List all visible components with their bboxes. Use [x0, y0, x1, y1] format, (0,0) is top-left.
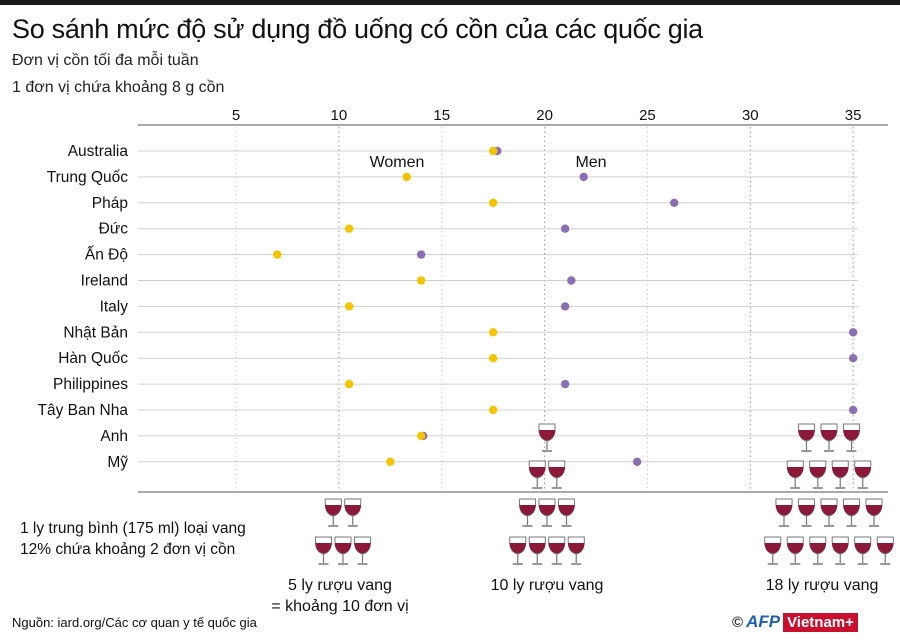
wine-glass-icon	[854, 460, 872, 489]
wine-label-5: 5 ly rượu vang = khoảng 10 đơn vị	[240, 575, 440, 617]
x-tick-label: 5	[232, 107, 240, 124]
women-dot	[488, 405, 498, 415]
subtitle-1: Đơn vị cồn tối đa mỗi tuần	[12, 52, 199, 69]
wine-glass-icon	[865, 498, 883, 527]
wine-label-5-line1: 5 ly rượu vang	[288, 577, 392, 594]
wine-glass-icon	[775, 498, 793, 527]
country-label: Ấn Độ	[85, 247, 128, 264]
wine-glass-icon	[528, 536, 546, 565]
wine-glass-icon	[518, 498, 537, 527]
men-dot	[669, 198, 679, 207]
country-label: Mỹ	[107, 454, 128, 471]
x-tick-label: 15	[433, 107, 450, 124]
men-dot	[567, 276, 576, 285]
wine-glass-icon	[797, 423, 816, 452]
source-text: Nguồn: iard.org/Các cơ quan y tế quốc gi…	[12, 615, 257, 630]
wine-glass-icon	[786, 460, 804, 489]
women-dot	[402, 172, 411, 182]
men-dot	[560, 224, 570, 233]
country-label: Tây Ban Nha	[38, 402, 129, 419]
wine-glass-icon	[557, 498, 576, 527]
wine-glass-icon	[334, 536, 352, 565]
copyright-symbol: ©	[732, 613, 744, 631]
country-label: Hàn Quốc	[58, 350, 128, 367]
wine-glass-icon	[876, 536, 894, 565]
x-tick-label: 20	[536, 107, 553, 124]
wine-glass-icon	[842, 498, 861, 527]
women-dot	[488, 328, 498, 337]
wine-glass-icon	[820, 423, 838, 452]
wine-glass-icon	[353, 536, 372, 565]
men-dot	[560, 302, 570, 311]
afp-logo: AFP	[746, 612, 781, 631]
women-dot	[386, 457, 395, 466]
women-dot	[488, 354, 498, 363]
x-tick-label: 25	[639, 107, 656, 124]
country-label: Ireland	[81, 273, 128, 290]
vietnamplus-logo: Vietnam+	[783, 612, 858, 632]
wine-glass-icon	[764, 536, 782, 565]
wine-glass-icon	[809, 536, 827, 565]
men-dot	[848, 328, 858, 337]
country-label: Australia	[68, 143, 129, 160]
men-dot	[848, 354, 858, 363]
wine-glass-icon	[344, 498, 362, 527]
wine-glass-icon	[854, 536, 872, 565]
wine-glass-icon	[842, 423, 861, 452]
women-dot	[488, 146, 498, 156]
country-label: Anh	[100, 428, 128, 445]
wine-glass-icon	[820, 498, 838, 527]
wine-glass-icon	[324, 498, 342, 527]
country-label: Pháp	[92, 195, 128, 212]
men-dot	[416, 250, 426, 259]
wine-label-5-line2: = khoảng 10 đơn vị	[271, 598, 409, 615]
wine-glass-icon	[538, 498, 556, 527]
x-tick-label: 35	[845, 107, 862, 124]
wine-glass-icon	[548, 536, 566, 565]
country-label: Italy	[100, 298, 129, 315]
men-dot	[632, 457, 642, 466]
women-dot	[272, 250, 282, 259]
wine-glass-icon	[548, 460, 566, 489]
women-dot	[488, 198, 498, 207]
wine-glass-icon	[809, 460, 827, 489]
women-dot	[344, 379, 354, 389]
legend-men: Men	[575, 154, 606, 171]
country-label: Philippines	[53, 376, 128, 393]
x-tick-label: 10	[331, 107, 348, 124]
wine-glass-icon	[797, 498, 816, 527]
women-dot	[416, 276, 426, 285]
women-dot	[344, 302, 354, 311]
logo: © AFP Vietnam+	[732, 612, 858, 632]
country-label: Đức	[99, 221, 129, 238]
men-dot	[560, 379, 570, 389]
men-dot	[848, 405, 858, 415]
top-bar	[0, 0, 900, 5]
wine-label-18: 18 ly rượu vang	[765, 577, 879, 594]
wine-note: 1 ly trung bình (175 ml) loại vang 12% c…	[20, 520, 246, 558]
wine-glass-icon	[831, 460, 849, 489]
wine-glass-icon	[567, 536, 585, 565]
legend-women: Women	[370, 154, 425, 171]
country-label: Trung Quốc	[47, 169, 129, 186]
wine-glass-icon	[528, 460, 546, 489]
subtitle-2: 1 đơn vị chứa khoảng 8 g cồn	[12, 79, 225, 96]
wine-glass-icon	[509, 536, 527, 565]
wine-glass-icon	[786, 536, 804, 565]
women-dot	[416, 431, 426, 441]
wine-glass-icon	[538, 423, 556, 452]
x-tick-label: 30	[742, 107, 759, 124]
women-dot	[344, 224, 354, 233]
wine-label-10: 10 ly rượu vang	[490, 577, 604, 594]
men-dot	[579, 172, 588, 182]
country-label: Nhật Bản	[63, 324, 128, 341]
wine-glass-icon	[831, 536, 849, 565]
wine-glass-icon	[314, 536, 333, 565]
chart-title: So sánh mức độ sử dụng đồ uống có cồn củ…	[12, 14, 703, 44]
